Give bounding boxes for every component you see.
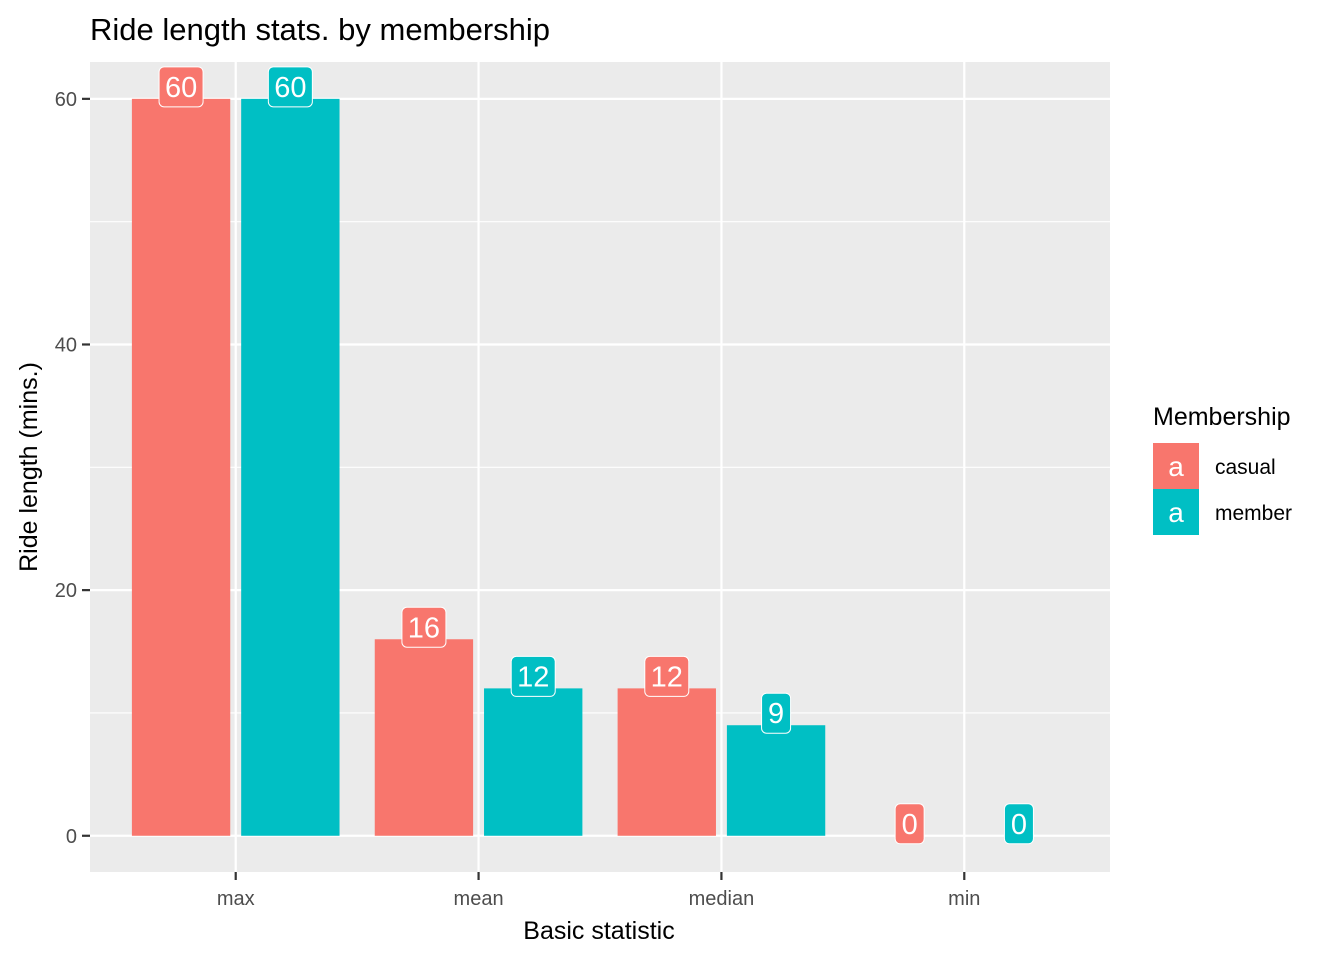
data-label-box bbox=[894, 803, 925, 845]
y-tick-label: 40 bbox=[55, 334, 77, 356]
legend-label: member bbox=[1215, 502, 1292, 525]
x-tick-label: mean bbox=[454, 888, 504, 910]
data-label: 12 bbox=[517, 661, 549, 693]
data-label: 9 bbox=[768, 698, 784, 730]
bar bbox=[726, 725, 826, 836]
y-axis-title: Ride length (mins.) bbox=[15, 362, 43, 572]
legend-key bbox=[1153, 489, 1199, 535]
bars bbox=[131, 98, 826, 836]
bar bbox=[617, 688, 716, 836]
x-tick-label: median bbox=[689, 888, 755, 910]
bar bbox=[241, 98, 340, 836]
data-label-box bbox=[644, 655, 690, 697]
bar bbox=[484, 688, 583, 836]
legend-label: casual bbox=[1215, 456, 1276, 479]
data-label-box bbox=[761, 692, 792, 734]
data-label: 0 bbox=[902, 809, 918, 841]
data-label: 0 bbox=[1011, 809, 1027, 841]
data-label-box bbox=[401, 606, 447, 648]
legend-key bbox=[1153, 443, 1199, 489]
x-axis: max mean median min bbox=[217, 872, 980, 910]
bar bbox=[131, 98, 231, 836]
x-tick-label: min bbox=[948, 888, 980, 910]
y-axis: 0 20 40 60 bbox=[55, 89, 90, 848]
data-label-box bbox=[510, 655, 556, 697]
chart-title: Ride length stats. by membership bbox=[90, 12, 550, 47]
legend-key-glyph: a bbox=[1168, 497, 1184, 528]
data-label: 60 bbox=[274, 72, 306, 104]
data-label: 16 bbox=[408, 612, 440, 644]
legend-title: Membership bbox=[1153, 403, 1291, 431]
y-tick-label: 0 bbox=[66, 826, 77, 848]
data-label-box bbox=[1003, 803, 1034, 845]
legend-key-glyph: a bbox=[1168, 451, 1184, 482]
x-tick-label: max bbox=[217, 888, 255, 910]
x-axis-title: Basic statistic bbox=[523, 917, 674, 945]
data-label: 12 bbox=[651, 661, 683, 693]
legend: Membership a casual a member bbox=[1153, 403, 1292, 535]
data-labels: 60 16 12 0 60 12 9 0 bbox=[158, 66, 1034, 845]
bar bbox=[374, 639, 474, 836]
y-tick-label: 60 bbox=[55, 89, 77, 111]
data-label: 60 bbox=[165, 72, 197, 104]
y-tick-label: 20 bbox=[55, 580, 77, 602]
data-label-box bbox=[267, 66, 313, 108]
data-label-box bbox=[158, 66, 204, 108]
